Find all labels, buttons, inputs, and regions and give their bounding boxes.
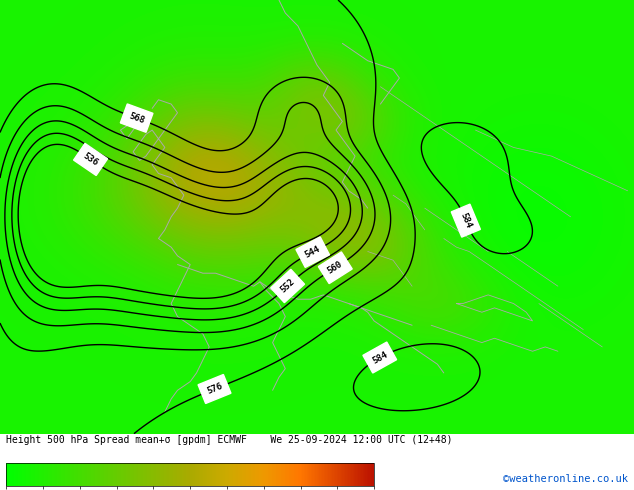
Text: 584: 584 — [458, 212, 473, 230]
Text: 536: 536 — [81, 151, 100, 168]
Text: 560: 560 — [326, 260, 344, 276]
Text: 552: 552 — [278, 277, 297, 295]
Text: ©weatheronline.co.uk: ©weatheronline.co.uk — [503, 474, 628, 484]
Text: 568: 568 — [127, 111, 146, 125]
Text: Height 500 hPa Spread mean+σ [gpdm] ECMWF    We 25-09-2024 12:00 UTC (12+48): Height 500 hPa Spread mean+σ [gpdm] ECMW… — [6, 435, 453, 445]
Text: 584: 584 — [370, 350, 389, 366]
Text: 576: 576 — [205, 382, 224, 396]
Text: 544: 544 — [304, 245, 322, 260]
